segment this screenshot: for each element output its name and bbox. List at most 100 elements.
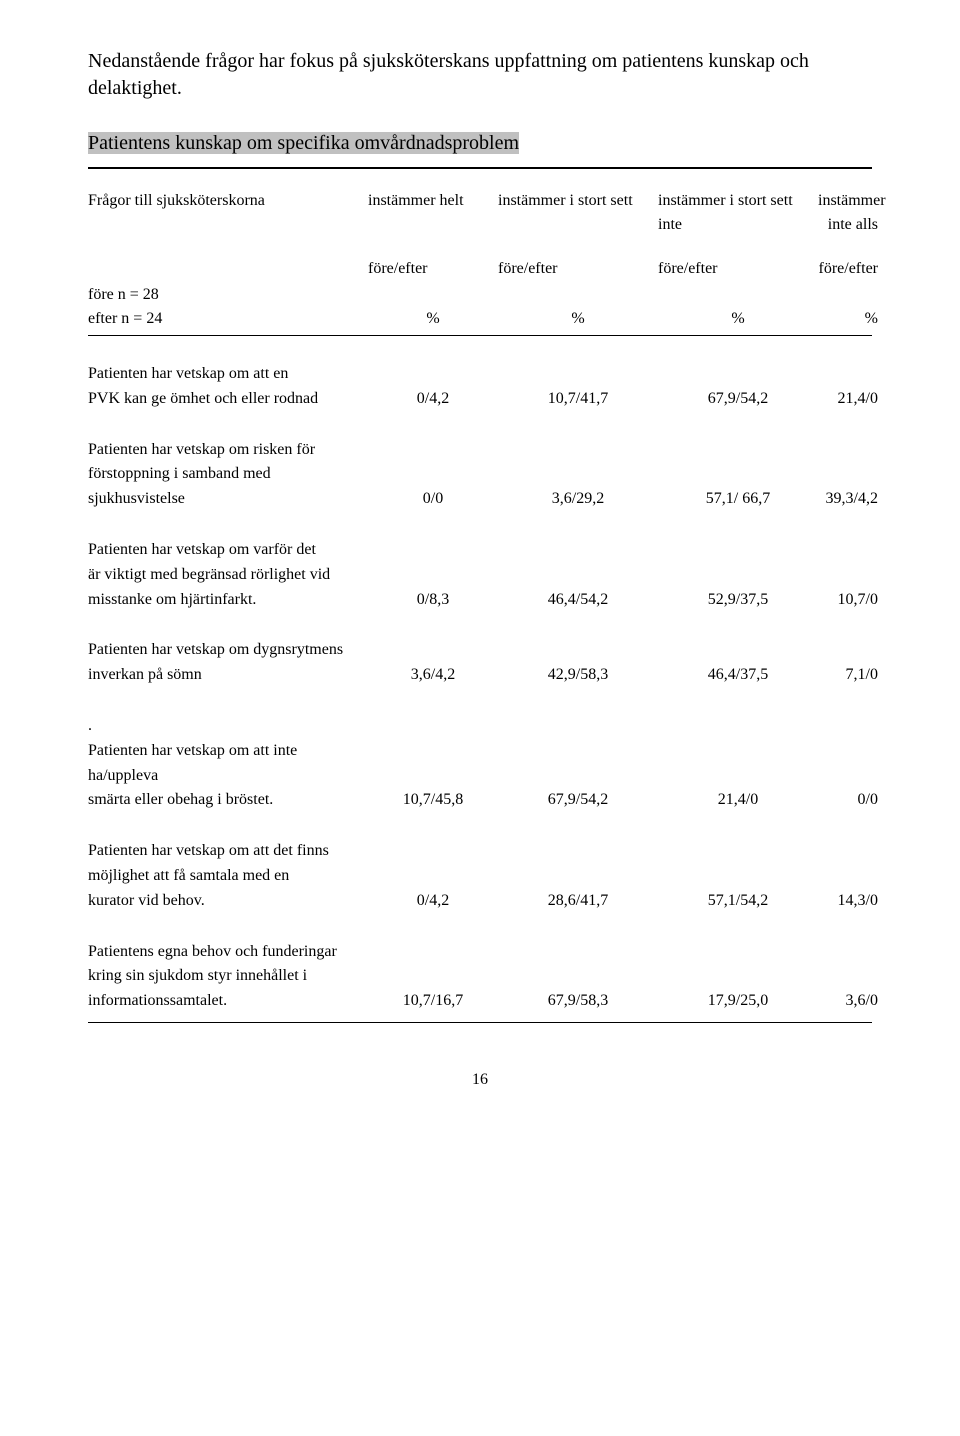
row-cell xyxy=(818,739,878,764)
row-cell: 7,1/0 xyxy=(818,663,878,688)
row-cell: 10,7/0 xyxy=(818,588,878,613)
row-cell xyxy=(658,940,818,965)
row-cell xyxy=(368,438,498,463)
table-row-line: . xyxy=(88,714,872,739)
row-cell xyxy=(818,764,878,789)
row-label: förstoppning i samband med xyxy=(88,462,368,487)
table-header-row: Frågor till sjuksköterskorna instämmer h… xyxy=(88,189,872,237)
table-row-line: kurator vid behov.0/4,228,6/41,757,1/54,… xyxy=(88,889,872,914)
page-number: 16 xyxy=(88,1071,872,1089)
row-label: sjukhusvistelse xyxy=(88,487,368,512)
row-label: informationssamtalet. xyxy=(88,989,368,1014)
row-label: kring sin sjukdom styr innehållet i xyxy=(88,964,368,989)
row-cell: 46,4/54,2 xyxy=(498,588,658,613)
intro-text: Nedanstående frågor har fokus på sjukskö… xyxy=(88,48,872,102)
row-cell xyxy=(368,538,498,563)
row-cell xyxy=(658,638,818,663)
pct-1: % xyxy=(368,307,498,331)
row-label: ha/uppleva xyxy=(88,764,368,789)
n-after-label: efter n = 24 xyxy=(88,307,368,331)
table-row: Patientens egna behov och funderingarkri… xyxy=(88,940,872,1014)
row-cell xyxy=(368,764,498,789)
table-row-line: Patienten har vetskap om att det finns xyxy=(88,839,872,864)
row-cell: 52,9/37,5 xyxy=(658,588,818,613)
table-body: Patienten har vetskap om att enPVK kan g… xyxy=(88,362,872,1014)
row-cell: 42,9/58,3 xyxy=(498,663,658,688)
row-cell xyxy=(818,964,878,989)
row-cell xyxy=(658,362,818,387)
row-cell xyxy=(818,638,878,663)
row-label: Patienten har vetskap om dygnsrytmens xyxy=(88,638,368,663)
table-row: Patienten har vetskap om risken för förs… xyxy=(88,438,872,512)
row-cell: 0/0 xyxy=(368,487,498,512)
table-row: Patienten har vetskap om att det finnsmö… xyxy=(88,839,872,913)
row-cell xyxy=(498,864,658,889)
row-cell: 28,6/41,7 xyxy=(498,889,658,914)
document-page: Nedanstående frågor har fokus på sjukskö… xyxy=(0,0,960,1137)
n-before-label: före n = 28 xyxy=(88,283,368,307)
row-cell: 0/0 xyxy=(818,788,878,813)
row-cell xyxy=(658,839,818,864)
row-cell: 0/8,3 xyxy=(368,588,498,613)
row-cell xyxy=(818,714,878,739)
row-cell xyxy=(368,462,498,487)
row-label: Patienten har vetskap om att inte xyxy=(88,739,368,764)
row-label: Patientens egna behov och funderingar xyxy=(88,940,368,965)
table-row-line: möjlighet att få samtala med en xyxy=(88,864,872,889)
row-cell xyxy=(368,714,498,739)
table-row-line: ha/uppleva xyxy=(88,764,872,789)
row-cell xyxy=(658,964,818,989)
row-cell xyxy=(818,940,878,965)
row-cell: 17,9/25,0 xyxy=(658,989,818,1014)
header-col3: instämmer i stort sett inte xyxy=(658,189,818,237)
row-cell xyxy=(658,438,818,463)
row-cell xyxy=(368,940,498,965)
row-cell xyxy=(818,438,878,463)
table-row-line: smärta eller obehag i bröstet.10,7/45,86… xyxy=(88,788,872,813)
row-cell: 67,9/58,3 xyxy=(498,989,658,1014)
table-row-line: Patienten har vetskap om risken för xyxy=(88,438,872,463)
row-cell xyxy=(498,940,658,965)
row-cell xyxy=(818,462,878,487)
table-row-line: Patienten har vetskap om att en xyxy=(88,362,872,387)
row-cell xyxy=(658,739,818,764)
row-cell xyxy=(818,864,878,889)
row-cell xyxy=(498,362,658,387)
row-cell: 21,4/0 xyxy=(658,788,818,813)
section-title-wrap: Patientens kunskap om specifika omvårdna… xyxy=(88,130,872,157)
section-title: Patientens kunskap om specifika omvårdna… xyxy=(88,132,519,154)
row-cell xyxy=(818,538,878,563)
table-row-line: kring sin sjukdom styr innehållet i xyxy=(88,964,872,989)
table-row-line: PVK kan ge ömhet och eller rodnad0/4,210… xyxy=(88,387,872,412)
row-cell xyxy=(368,563,498,588)
divider-top xyxy=(88,167,872,169)
row-cell xyxy=(658,462,818,487)
row-cell: 57,1/54,2 xyxy=(658,889,818,914)
subheader-fe1: före/efter xyxy=(368,257,498,281)
table-row: Patienten har vetskap om dygnsrytmensinv… xyxy=(88,638,872,688)
row-cell xyxy=(368,638,498,663)
subheader-row-fe: före/efter före/efter före/efter före/ef… xyxy=(88,257,872,281)
table-row-line: inverkan på sömn3,6/4,242,9/58,346,4/37,… xyxy=(88,663,872,688)
subheader-blank xyxy=(88,257,368,281)
row-label: möjlighet att få samtala med en xyxy=(88,864,368,889)
row-cell xyxy=(498,462,658,487)
row-cell: 3,6/29,2 xyxy=(498,487,658,512)
row-cell xyxy=(368,839,498,864)
n-after-row: efter n = 24 % % % % xyxy=(88,307,872,331)
row-label: Patienten har vetskap om att det finns xyxy=(88,839,368,864)
row-cell: 10,7/41,7 xyxy=(498,387,658,412)
row-cell xyxy=(818,563,878,588)
row-label: . xyxy=(88,714,368,739)
table-row: .Patienten har vetskap om att inteha/upp… xyxy=(88,714,872,813)
row-label: inverkan på sömn xyxy=(88,663,368,688)
row-cell xyxy=(818,839,878,864)
row-cell xyxy=(498,964,658,989)
row-cell: 21,4/0 xyxy=(818,387,878,412)
row-cell: 0/4,2 xyxy=(368,387,498,412)
row-cell xyxy=(498,538,658,563)
subheader-fe3: före/efter xyxy=(658,257,818,281)
row-label: är viktigt med begränsad rörlighet vid xyxy=(88,563,368,588)
row-cell: 46,4/37,5 xyxy=(658,663,818,688)
row-cell: 39,3/4,2 xyxy=(818,487,878,512)
